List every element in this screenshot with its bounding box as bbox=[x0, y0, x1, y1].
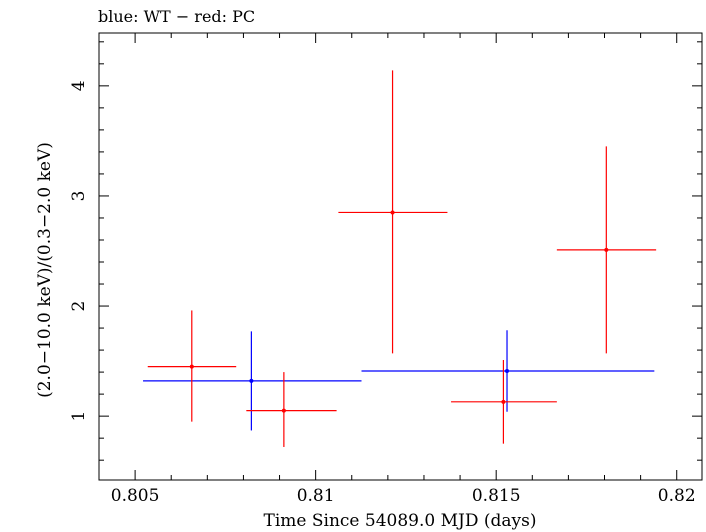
data-point bbox=[143, 331, 362, 431]
y-tick-label: 4 bbox=[69, 80, 89, 91]
data-point bbox=[338, 70, 448, 354]
x-tick-labels: 0.805 0.81 0.815 0.82 bbox=[111, 486, 696, 506]
x-tick-label: 0.81 bbox=[297, 486, 335, 506]
y-tick-label: 3 bbox=[69, 191, 89, 202]
point-marker bbox=[501, 399, 506, 404]
data-marks bbox=[143, 70, 657, 447]
point-marker bbox=[249, 378, 254, 383]
data-point bbox=[147, 310, 237, 422]
y-tick-label: 2 bbox=[69, 301, 89, 312]
x-tick-label: 0.82 bbox=[658, 486, 696, 506]
data-point bbox=[361, 330, 655, 412]
plot-frame bbox=[98, 32, 703, 481]
y-axis-label: (2.0−10.0 keV)/(0.3−2.0 keV) bbox=[35, 142, 55, 398]
data-point bbox=[246, 372, 337, 447]
point-marker bbox=[189, 364, 194, 369]
y-tick-label: 1 bbox=[69, 411, 89, 422]
point-marker bbox=[604, 247, 609, 252]
x-axis-label: Time Since 54089.0 MJD (days) bbox=[264, 511, 537, 531]
chart-title: blue: WT − red: PC bbox=[98, 7, 255, 26]
data-point bbox=[556, 146, 657, 354]
point-marker bbox=[505, 369, 510, 374]
x-tick-label: 0.805 bbox=[111, 486, 160, 506]
point-marker bbox=[281, 408, 286, 413]
data-point bbox=[451, 359, 557, 444]
axis-ticks bbox=[98, 33, 702, 480]
x-tick-label: 0.815 bbox=[472, 486, 521, 506]
point-marker bbox=[390, 210, 395, 215]
y-tick-labels: 1 2 3 4 bbox=[69, 80, 89, 421]
